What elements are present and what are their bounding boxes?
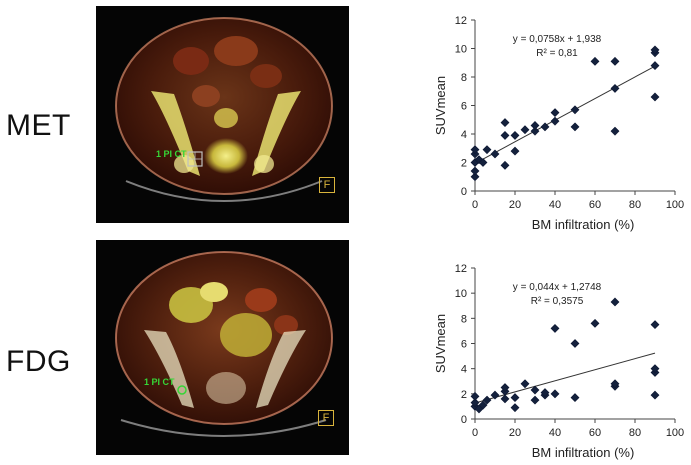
data-point xyxy=(550,323,560,333)
data-point xyxy=(570,339,580,348)
y-tick-label: 12 xyxy=(455,15,467,27)
trendline xyxy=(474,65,656,164)
x-tick-label: 40 xyxy=(549,199,561,211)
data-point xyxy=(650,92,660,102)
y-tick-label: 6 xyxy=(461,101,467,113)
data-point xyxy=(610,83,620,93)
trendline xyxy=(474,352,656,404)
fdg-orientation-marker: F xyxy=(318,410,334,426)
x-tick-label: 60 xyxy=(589,427,601,439)
fdg-scatter-chart: 0 2 4 6 8 10 12 0 20 40 60 80 100 BM infiltration (%)… xyxy=(433,263,684,460)
data-point xyxy=(650,61,660,71)
data-point xyxy=(610,56,620,66)
data-point xyxy=(510,131,520,140)
data-point xyxy=(490,149,500,159)
data-point xyxy=(610,297,620,307)
x-tick-label: 0 xyxy=(472,427,478,439)
data-point xyxy=(470,166,480,176)
data-point xyxy=(590,318,600,328)
x-tick-label: 80 xyxy=(629,199,641,211)
data-point xyxy=(550,389,560,399)
data-point xyxy=(478,400,488,410)
regression-equation: y = 0,044x + 1,2748 xyxy=(513,282,602,293)
data-point xyxy=(570,105,580,115)
y-tick-label: 12 xyxy=(455,263,467,275)
data-point xyxy=(650,45,660,55)
met-row-label: MET xyxy=(6,109,71,142)
data-point xyxy=(530,126,540,136)
data-point xyxy=(650,364,660,374)
y-tick-label: 2 xyxy=(461,389,467,401)
x-tick-label: 80 xyxy=(629,427,641,439)
data-point xyxy=(530,121,540,130)
data-point xyxy=(520,379,530,389)
data-point xyxy=(470,391,480,401)
y-tick-label: 2 xyxy=(461,158,467,170)
x-tick-label: 0 xyxy=(472,199,478,211)
data-point xyxy=(500,383,510,392)
x-tick-label: 100 xyxy=(666,427,684,439)
data-point xyxy=(540,122,550,132)
y-tick-label: 10 xyxy=(455,288,467,300)
data-point xyxy=(650,320,660,330)
data-point xyxy=(478,158,488,167)
data-point xyxy=(650,390,660,400)
regression-equation: y = 0,0758x + 1,938 xyxy=(513,34,602,45)
data-point xyxy=(570,393,580,403)
x-tick-label: 20 xyxy=(509,427,521,439)
r-squared-label: R² = 0,81 xyxy=(536,48,578,59)
data-point xyxy=(482,395,492,405)
y-tick-label: 8 xyxy=(461,313,467,325)
y-tick-label: 0 xyxy=(461,414,467,426)
data-point xyxy=(530,395,540,405)
met-scatter-chart: 0 2 4 6 8 10 12 0 20 40 60 80 100 BM infiltration (%)… xyxy=(433,15,684,232)
data-point xyxy=(470,145,480,155)
y-tick-label: 4 xyxy=(461,129,467,141)
x-axis-label: BM infiltration (%) xyxy=(532,445,635,460)
data-point xyxy=(500,160,510,170)
y-tick-label: 8 xyxy=(461,72,467,84)
x-tick-label: 40 xyxy=(549,427,561,439)
data-point xyxy=(470,172,480,182)
fdg-roi-label: 1 PI CT xyxy=(144,377,175,387)
met-roi-label: 1 PI CT xyxy=(156,149,187,159)
data-point xyxy=(500,118,510,128)
y-tick-label: 6 xyxy=(461,339,467,351)
x-axis-label: BM infiltration (%) xyxy=(532,217,635,232)
x-tick-label: 100 xyxy=(666,199,684,211)
data-point xyxy=(550,116,560,126)
y-axis-label: SUVmean xyxy=(433,314,448,373)
x-tick-label: 60 xyxy=(589,199,601,211)
met-pet-scan-image: 1 PI CT F xyxy=(96,6,349,223)
data-point xyxy=(510,403,520,413)
data-point xyxy=(482,145,492,155)
y-tick-label: 10 xyxy=(455,44,467,56)
r-squared-label: R² = 0,3575 xyxy=(531,296,584,307)
y-axis-label: SUVmean xyxy=(433,76,448,135)
data-point xyxy=(590,56,600,66)
y-tick-label: 4 xyxy=(461,364,467,376)
fdg-row-label: FDG xyxy=(6,345,71,378)
data-point xyxy=(500,131,510,140)
x-tick-label: 20 xyxy=(509,199,521,211)
data-point xyxy=(530,385,540,395)
y-tick-label: 0 xyxy=(461,186,467,198)
data-point xyxy=(470,398,480,408)
data-point xyxy=(510,393,520,403)
data-point xyxy=(610,126,620,136)
data-point xyxy=(520,125,530,135)
data-point xyxy=(540,388,550,397)
data-point xyxy=(490,390,500,400)
data-point xyxy=(500,394,510,404)
data-point xyxy=(510,146,520,156)
fdg-pet-scan-image: 1 PI CT F xyxy=(96,240,349,455)
met-orientation-marker: F xyxy=(319,177,335,193)
data-point xyxy=(550,108,560,118)
data-point xyxy=(610,379,620,389)
data-point xyxy=(570,122,580,132)
